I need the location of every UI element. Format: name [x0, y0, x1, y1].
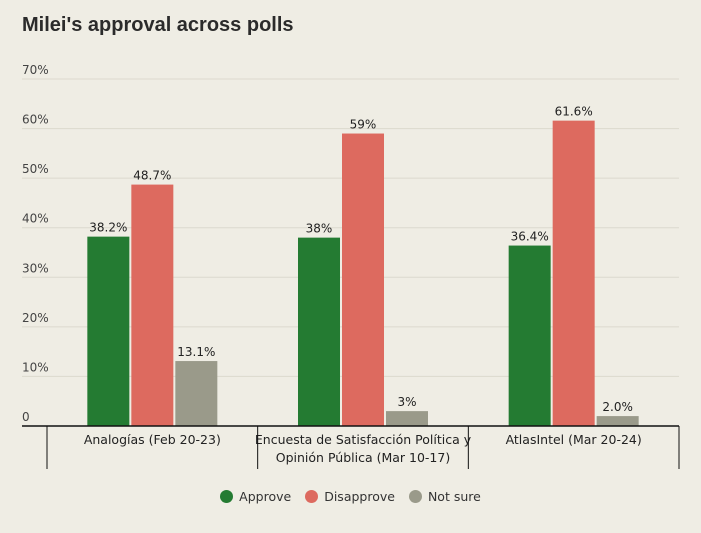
data-label: 13.1%	[177, 345, 215, 359]
bars: 38.2% 48.7% 13.1% 38% 59% 3% 36.4% 61.6% 2.0%	[87, 105, 639, 426]
y-tick-label: 20%	[22, 311, 49, 325]
legend-label: Approve	[239, 489, 292, 504]
data-label: 48.7%	[133, 169, 171, 183]
bar-not-sure	[175, 361, 218, 426]
data-label: 38%	[306, 222, 333, 236]
y-tick-label: 30%	[22, 261, 49, 275]
bar-approve	[298, 237, 340, 426]
bar-disapprove	[342, 133, 384, 426]
legend-item: Not sure	[408, 489, 481, 504]
y-tick-label: 40%	[22, 212, 49, 226]
bar-approve	[508, 245, 551, 426]
bar-disapprove	[552, 120, 595, 426]
legend-swatch	[220, 490, 234, 503]
data-label: 2.0%	[602, 400, 633, 414]
x-category-label: AtlasIntel (Mar 20-24)	[506, 432, 642, 447]
y-tick-label: 60%	[22, 113, 49, 127]
x-category-label: Opinión Pública (Mar 10-17)	[276, 450, 450, 465]
bar-approve	[87, 236, 130, 426]
x-category-label: Encuesta de Satisfacción Política y	[255, 432, 472, 447]
data-label: 61.6%	[555, 105, 593, 119]
chart-title: Milei's approval across polls	[22, 14, 294, 36]
y-tick-label: 50%	[22, 162, 49, 176]
x-category-label: Analogías (Feb 20-23)	[84, 432, 221, 447]
data-label: 3%	[397, 395, 416, 409]
y-tick-label: 10%	[22, 360, 49, 374]
legend-item: Approve	[220, 489, 291, 504]
axes: Analogías (Feb 20-23) Encuesta de Satisfa…	[22, 425, 680, 469]
bar-not-sure	[386, 411, 428, 426]
data-label: 59%	[350, 118, 377, 132]
bar-not-sure	[596, 416, 639, 426]
legend-label: Not sure	[427, 489, 481, 504]
bar-disapprove	[131, 184, 174, 426]
y-tick-label: 70%	[22, 63, 49, 77]
legend-swatch	[408, 490, 422, 503]
legend-item: Disapprove	[305, 489, 395, 504]
legend-swatch	[305, 490, 319, 503]
legend: Approve Disapprove Not sure	[0, 489, 701, 504]
legend-label: Disapprove	[324, 489, 395, 504]
data-label: 38.2%	[89, 221, 127, 235]
data-label: 36.4%	[511, 230, 549, 244]
y-tick-label: 0	[22, 410, 30, 424]
